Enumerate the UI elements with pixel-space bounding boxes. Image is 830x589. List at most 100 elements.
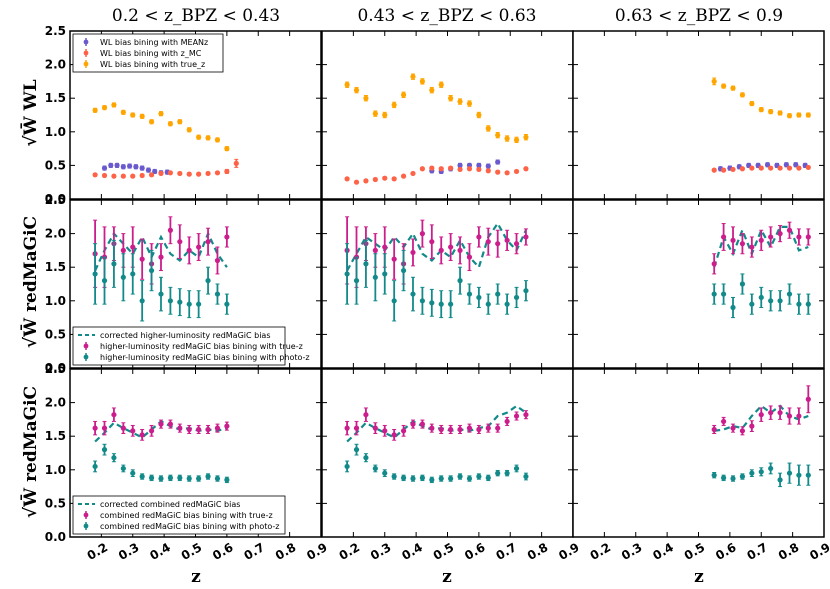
data-point — [513, 136, 520, 144]
y-tick-label: 1.0 — [45, 463, 66, 477]
marker — [438, 426, 444, 433]
marker — [224, 423, 230, 429]
marker — [805, 164, 811, 171]
marker — [108, 162, 114, 168]
legend-item: corrected combined redMaGiC bias — [78, 500, 240, 509]
data-point — [101, 420, 108, 436]
marker — [476, 162, 482, 168]
marker — [793, 162, 799, 168]
data-point — [214, 475, 221, 482]
marker — [466, 425, 473, 431]
marker — [130, 244, 136, 250]
data-point — [224, 476, 230, 484]
marker — [391, 176, 397, 182]
data-point — [758, 286, 764, 309]
y-tick-label: 2.0 — [45, 396, 66, 410]
panel-frame — [321, 368, 574, 538]
marker — [786, 165, 793, 171]
series-wl-bias-bining-with-z-mc — [711, 164, 811, 173]
marker — [711, 426, 717, 433]
marker — [101, 172, 108, 179]
data-point — [205, 135, 211, 141]
marker — [382, 428, 388, 434]
marker — [214, 291, 221, 297]
data-point — [177, 288, 183, 317]
data-point — [749, 469, 755, 478]
x-tick-label: 0.7 — [242, 540, 267, 563]
data-point — [205, 473, 211, 480]
data-point — [448, 290, 454, 319]
data-point — [344, 420, 350, 436]
legend-label: higher-luminosity redMaGiC bias bining w… — [100, 342, 303, 351]
marker — [523, 288, 529, 294]
data-point — [419, 419, 425, 429]
marker — [457, 98, 463, 105]
panel-r2-c3 — [572, 199, 825, 369]
marker — [148, 267, 155, 274]
data-point — [448, 165, 454, 171]
y-axis-label-row-1: √W̄ WL — [20, 79, 41, 146]
data-point — [400, 173, 407, 179]
legend-swatch-marker — [83, 512, 89, 518]
data-point — [139, 473, 145, 480]
data-point — [177, 170, 183, 177]
marker — [495, 425, 501, 431]
data-point — [758, 407, 764, 422]
data-point — [786, 221, 793, 239]
marker — [419, 166, 425, 172]
marker — [429, 165, 435, 171]
marker — [120, 173, 126, 179]
data-point — [495, 469, 501, 477]
data-point — [513, 168, 520, 175]
data-point — [196, 233, 202, 261]
panel-data — [92, 102, 239, 179]
marker — [363, 178, 369, 184]
marker — [805, 234, 811, 240]
data-point — [768, 109, 774, 115]
series-wl-bias-bining-with-true-z — [92, 102, 230, 152]
legend-box — [72, 495, 286, 535]
marker — [419, 475, 425, 481]
data-point — [111, 102, 117, 108]
marker — [177, 299, 183, 305]
data-point — [768, 165, 774, 171]
series-higher-luminosity-redmagic-bias-bining-with-photo-z — [711, 273, 811, 319]
marker — [214, 425, 221, 431]
marker — [721, 291, 727, 297]
data-point — [721, 83, 727, 89]
data-point — [768, 405, 774, 420]
marker — [448, 165, 454, 171]
data-point — [410, 276, 416, 312]
column-title-2: 0.43 < z_BPZ < 0.63 — [357, 6, 536, 26]
data-point — [504, 469, 510, 477]
marker — [504, 301, 510, 307]
data-point — [353, 86, 360, 94]
marker — [504, 237, 510, 243]
marker — [786, 291, 793, 297]
data-point — [466, 423, 473, 433]
data-point — [92, 172, 98, 178]
data-point — [363, 239, 369, 288]
marker — [448, 426, 454, 433]
marker — [167, 170, 173, 176]
marker — [796, 234, 802, 240]
marker — [457, 162, 463, 168]
data-point — [758, 467, 764, 477]
marker — [513, 137, 520, 143]
panel-r1-c2 — [321, 30, 574, 200]
marker — [457, 473, 463, 480]
data-point — [429, 224, 435, 259]
data-point — [730, 296, 736, 319]
data-point — [158, 276, 164, 312]
marker — [101, 165, 108, 171]
marker — [167, 298, 173, 304]
data-point — [101, 172, 108, 179]
data-point — [513, 464, 520, 473]
data-point — [495, 159, 501, 165]
marker — [224, 234, 230, 240]
marker — [186, 171, 192, 177]
data-point — [400, 91, 407, 99]
marker — [768, 165, 774, 171]
data-point — [139, 428, 145, 441]
